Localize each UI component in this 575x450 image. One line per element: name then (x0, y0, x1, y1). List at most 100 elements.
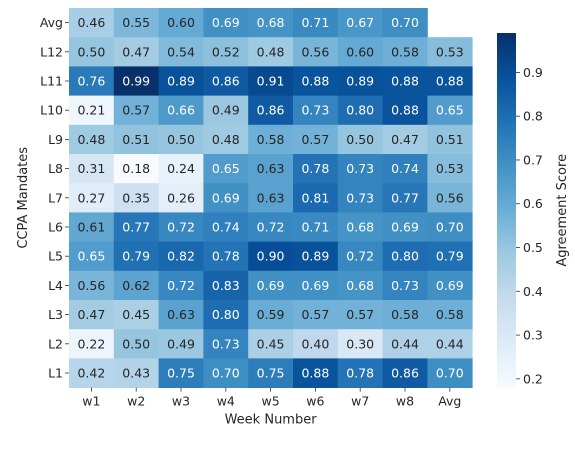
cell-value-label: 0.58 (436, 307, 464, 322)
heatmap-cell-L12-w6 (293, 37, 339, 67)
heatmap-cell-L1-Avg (427, 358, 473, 388)
heatmap-cell-L10-w7 (337, 95, 383, 126)
cell-value-label: 0.79 (122, 249, 150, 264)
y-tick-label-L2: L2 (48, 336, 63, 351)
y-tick-label-L3: L3 (48, 307, 63, 322)
y-tick-label-L12: L12 (40, 44, 63, 59)
cell-value-label: 0.60 (346, 44, 374, 59)
cell-value-label: 0.72 (257, 220, 285, 235)
cell-value-label: 0.86 (391, 366, 419, 381)
cell-value-label: 0.89 (301, 249, 329, 264)
cell-value-label: 0.60 (167, 15, 195, 30)
cell-value-label: 0.50 (346, 132, 374, 147)
y-tick-label-L4: L4 (48, 278, 63, 293)
cell-value-label: 0.90 (257, 249, 285, 264)
heatmap-cell-L6-w4 (203, 212, 249, 242)
cell-value-label: 0.70 (212, 366, 240, 381)
heatmap-cell-L9-w1 (69, 124, 115, 155)
cell-value-label: 0.59 (257, 307, 285, 322)
cell-value-label: 0.51 (436, 132, 464, 147)
cell-value-label: 0.56 (436, 190, 464, 205)
heatmap-cell-L4-w1 (69, 270, 115, 301)
heatmap-cell-L6-w8 (382, 212, 428, 242)
cell-value-label: 0.78 (212, 249, 240, 264)
cell-value-label: 0.83 (212, 278, 240, 293)
cell-value-label: 0.45 (122, 307, 150, 322)
colorbar-tick-label: 0.7 (523, 152, 543, 167)
heatmap-cell-L7-w8 (382, 183, 428, 213)
heatmap-cell-L12-w7 (337, 37, 383, 67)
y-axis-label: CCPA Mandates (16, 147, 31, 249)
heatmap-cell-L8-w5 (248, 154, 294, 184)
heatmap-cell-L8-w2 (113, 154, 159, 184)
cell-value-label: 0.48 (77, 132, 105, 147)
heatmap-cell-L11-w1 (69, 66, 115, 96)
heatmap-cell-L12-Avg (427, 37, 473, 67)
heatmap-cell-L8-Avg (427, 154, 473, 184)
x-tick-label-w6: w6 (306, 394, 324, 409)
cell-value-label: 0.56 (301, 44, 329, 59)
y-tick-label-L6: L6 (48, 220, 63, 235)
cell-value-label: 0.70 (391, 15, 419, 30)
heatmap-cell-L3-w3 (158, 300, 204, 330)
heatmap-cell-L4-w4 (203, 270, 249, 301)
y-tick-label-L8: L8 (48, 161, 63, 176)
colorbar-tick-label: 0.5 (523, 240, 543, 255)
cell-value-label: 0.89 (167, 74, 195, 89)
cell-value-label: 0.78 (346, 366, 374, 381)
heatmap-cell-L4-w6 (293, 270, 339, 301)
heatmap-cell-L7-w2 (113, 183, 159, 213)
cell-value-label: 0.53 (436, 161, 464, 176)
cell-value-label: 0.48 (257, 44, 285, 59)
heatmap-cell-L1-w6 (293, 358, 339, 388)
cell-value-label: 0.80 (391, 249, 419, 264)
heatmap-cell-L2-w2 (113, 329, 159, 359)
colorbar-tick-label: 0.3 (523, 328, 543, 343)
cell-value-label: 0.79 (436, 249, 464, 264)
cell-value-label: 0.44 (391, 336, 419, 351)
colorbar-label: Agreement Score (555, 154, 570, 267)
heatmap-cell-L8-w4 (203, 154, 249, 184)
heatmap-cell-L7-Avg (427, 183, 473, 213)
cell-value-label: 0.51 (122, 132, 150, 147)
heatmap-cell-L2-w3 (158, 329, 204, 359)
heatmap-cell-L6-w5 (248, 212, 294, 242)
cell-value-label: 0.54 (167, 44, 195, 59)
cell-value-label: 0.47 (77, 307, 105, 322)
cell-value-label: 0.89 (346, 74, 374, 89)
cell-value-label: 0.40 (301, 336, 329, 351)
heatmap-cell-L6-w7 (337, 212, 383, 242)
heatmap-cell-L5-w7 (337, 241, 383, 272)
heatmap-cell-L4-w2 (113, 270, 159, 301)
cell-value-label: 0.88 (436, 74, 464, 89)
colorbar-tick-label: 0.4 (523, 284, 543, 299)
heatmap-cell-L11-w7 (337, 66, 383, 96)
heatmap-cell-Avg-w1 (69, 8, 115, 38)
heatmap-cell-L1-w1 (69, 358, 115, 388)
y-tick-label-L7: L7 (48, 190, 63, 205)
heatmap-cell-L6-Avg (427, 212, 473, 242)
heatmap-cell-L2-w5 (248, 329, 294, 359)
heatmap-cell-Avg-w5 (248, 8, 294, 38)
heatmap-cell-L11-w6 (293, 66, 339, 96)
heatmap-cell-L9-w2 (113, 124, 159, 155)
heatmap-cell-L7-w6 (293, 183, 339, 213)
heatmap-cell-L9-w6 (293, 124, 339, 155)
cell-value-label: 0.65 (77, 249, 105, 264)
heatmap-cell-L9-w7 (337, 124, 383, 155)
heatmap-cell-L1-w8 (382, 358, 428, 388)
heatmap-cell-L7-w4 (203, 183, 249, 213)
cell-value-label: 0.42 (77, 366, 105, 381)
cell-value-label: 0.66 (167, 103, 195, 118)
cell-value-label: 0.78 (301, 161, 329, 176)
heatmap-cell-L4-w8 (382, 270, 428, 301)
x-tick-label-w8: w8 (396, 394, 414, 409)
heatmap-cell-L6-w2 (113, 212, 159, 242)
heatmap-cell-L10-w4 (203, 95, 249, 126)
cell-value-label: 0.43 (122, 366, 150, 381)
cell-value-label: 0.69 (436, 278, 464, 293)
cell-value-label: 0.88 (301, 366, 329, 381)
cell-value-label: 0.24 (167, 161, 195, 176)
cell-value-label: 0.57 (301, 307, 329, 322)
heatmap-cell-Avg-w6 (293, 8, 339, 38)
